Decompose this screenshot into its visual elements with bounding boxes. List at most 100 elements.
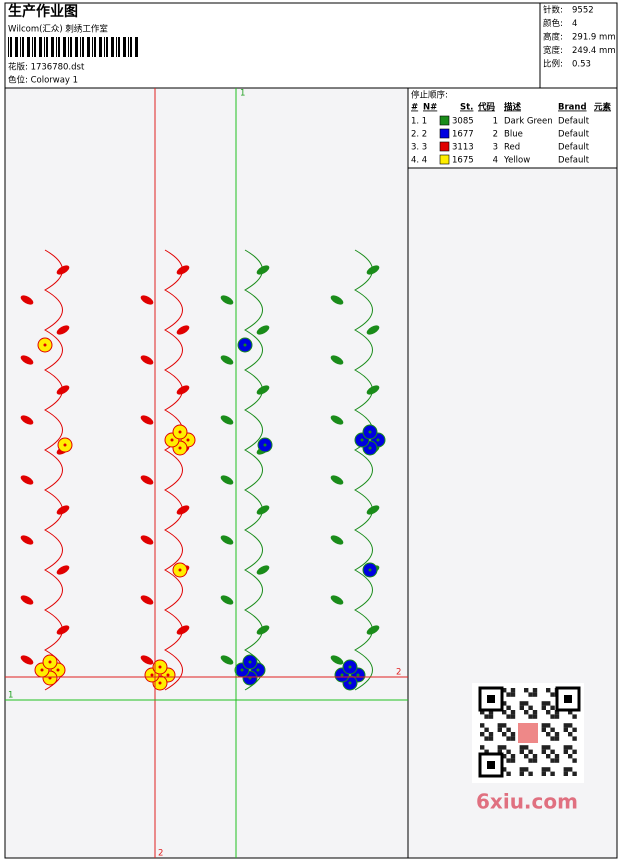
flower-center — [368, 568, 372, 572]
qr-cell — [541, 727, 546, 732]
color-swatch — [439, 128, 450, 139]
color-swatch — [439, 115, 450, 126]
leaf — [366, 265, 380, 275]
leaf — [20, 415, 34, 425]
guide-label: 2 — [158, 849, 163, 859]
stat-label: 比例: — [543, 59, 563, 70]
leaf — [140, 595, 154, 605]
qr-cell — [572, 736, 577, 741]
qr-cell — [541, 723, 546, 728]
bar — [128, 37, 129, 57]
qr-cell — [484, 749, 489, 754]
flower-center — [43, 343, 47, 347]
qr-cell — [524, 701, 529, 706]
qr-cell — [528, 758, 533, 763]
qr-cell — [506, 771, 511, 776]
flower-center — [248, 660, 252, 664]
leaf — [220, 295, 234, 305]
qr-cell — [519, 701, 524, 706]
qr-cell — [568, 710, 573, 715]
leaf — [20, 475, 34, 485]
bar — [130, 37, 132, 57]
flower-center — [178, 430, 182, 434]
qr-cell — [510, 732, 516, 737]
flower-center — [186, 438, 190, 442]
row-order: 4. 4 — [411, 156, 427, 166]
flower-center — [158, 681, 162, 685]
qr-cell — [563, 767, 568, 772]
qr-cell — [568, 767, 573, 772]
flower-center — [243, 343, 247, 347]
stat-label: 针数: — [543, 5, 563, 16]
qr-cell — [488, 714, 494, 719]
leaf — [56, 325, 70, 335]
row-description: Blue — [504, 130, 523, 140]
leaf — [140, 475, 154, 485]
flower-center — [48, 660, 52, 664]
vine — [353, 249, 373, 691]
leaf — [256, 265, 270, 275]
qr-cell — [528, 692, 533, 697]
qr-cell — [568, 745, 573, 750]
leaf — [176, 505, 190, 515]
qr-cell — [550, 736, 555, 741]
qr-cell — [554, 736, 560, 741]
qr-cell — [480, 710, 485, 715]
qr-cell — [541, 745, 546, 750]
column-header: Brand — [558, 103, 587, 113]
qr-cell — [528, 705, 533, 710]
flower-center — [340, 673, 344, 677]
qr-cell — [488, 736, 494, 741]
qr-cell — [554, 732, 560, 737]
qr-cell — [554, 758, 560, 763]
bar — [51, 37, 54, 57]
leaf — [176, 385, 190, 395]
flower-center — [360, 438, 364, 442]
leaf — [56, 265, 70, 275]
bar — [87, 37, 90, 57]
title: 生产作业图 — [8, 3, 78, 20]
qr-cell — [502, 710, 507, 715]
leaf — [220, 595, 234, 605]
bar — [135, 37, 138, 57]
qr-cell — [563, 771, 568, 776]
row-order: 3. 3 — [411, 143, 427, 153]
guide-label: 1 — [240, 89, 245, 99]
column-header: # — [411, 103, 418, 113]
qr-cell — [554, 710, 560, 715]
stat-value: 249.4 mm — [572, 46, 616, 56]
qr-cell — [546, 710, 551, 715]
qr-cell — [480, 745, 485, 750]
bar — [70, 37, 72, 57]
row-stitches: 3113 — [452, 143, 474, 153]
row-stitches: 1677 — [452, 130, 474, 140]
bar — [104, 37, 105, 57]
qr-cell — [510, 714, 516, 719]
column-header: 描述 — [504, 102, 522, 113]
qr-cell — [519, 749, 524, 754]
colorway: 色位: Colorway 1 — [8, 75, 78, 86]
guide-label: 1 — [8, 691, 13, 701]
qr-cell — [563, 723, 568, 728]
leaf — [220, 475, 234, 485]
row-stitches: 1675 — [452, 156, 474, 166]
row-stitches: 3085 — [452, 117, 474, 127]
qr-cell — [524, 688, 529, 693]
embroidery-preview — [20, 249, 386, 691]
qr-cell — [546, 767, 551, 772]
qr-cell — [528, 714, 533, 719]
bar — [80, 37, 81, 57]
column-header: St. — [460, 103, 473, 113]
row-description: Dark Green — [504, 117, 553, 127]
flower-center — [368, 446, 372, 450]
bar — [75, 37, 78, 57]
leaf — [56, 625, 70, 635]
qr-cell — [550, 692, 555, 697]
table-title: 停止顺序: — [411, 90, 448, 101]
qr-cell — [519, 767, 524, 772]
bar — [10, 37, 12, 57]
qr-cell — [568, 754, 573, 759]
qr-cell — [502, 688, 507, 693]
qr-cell — [524, 710, 529, 715]
